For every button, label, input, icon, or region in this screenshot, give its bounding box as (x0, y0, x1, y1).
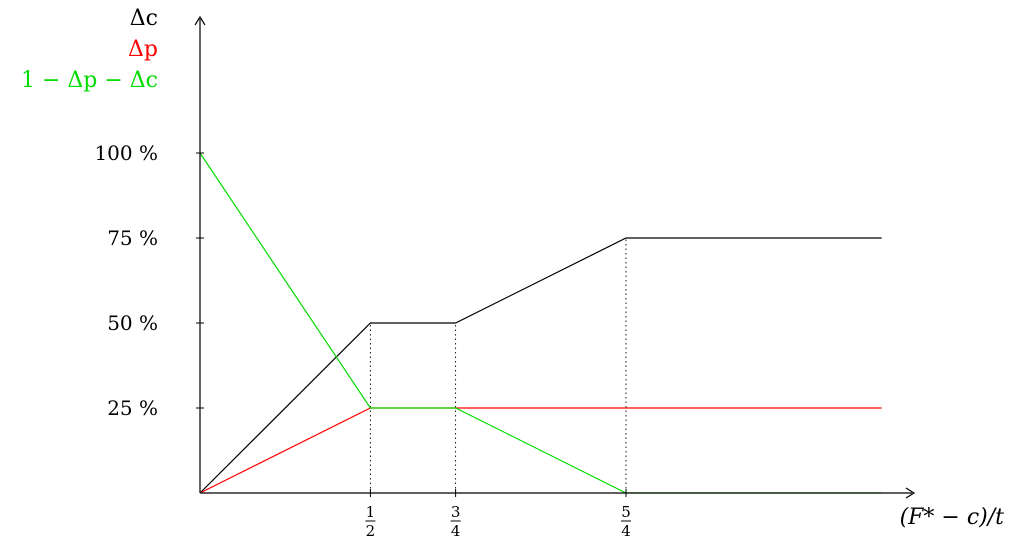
y-tick-label: 100 % (94, 141, 158, 165)
x-axis-label: (F* − c)/t (900, 505, 1005, 530)
x-tick-numerator: 5 (621, 503, 631, 521)
x-tick-denominator: 4 (451, 522, 461, 540)
y-tick-labels: 25 % 50 % 75 % 100 % (94, 141, 204, 420)
y-tick-label: 25 % (107, 396, 158, 420)
series-line-delta-c (199, 237, 882, 494)
guide-lines (369, 238, 627, 493)
x-tick-label: 34 (450, 503, 461, 540)
x-tick-label: 12 (365, 503, 376, 540)
y-axis-arrow (194, 15, 206, 26)
x-axis-arrow (905, 487, 916, 499)
x-tick-numerator: 3 (451, 503, 461, 521)
x-tick-numerator: 1 (366, 503, 376, 521)
legend-delta-c: Δc (130, 6, 158, 31)
legend: Δc Δp 1 − Δp − Δc (21, 6, 158, 93)
y-tick-label: 50 % (107, 311, 158, 335)
x-tick-denominator: 2 (366, 522, 376, 540)
legend-1-delta-p-delta-c: 1 − Δp − Δc (21, 68, 158, 93)
series-lines (199, 152, 882, 494)
y-tick-label: 75 % (107, 226, 158, 250)
legend-delta-p: Δp (128, 37, 158, 62)
x-tick-denominator: 4 (621, 522, 631, 540)
x-tick-label: 54 (621, 503, 631, 540)
axes (194, 15, 916, 499)
